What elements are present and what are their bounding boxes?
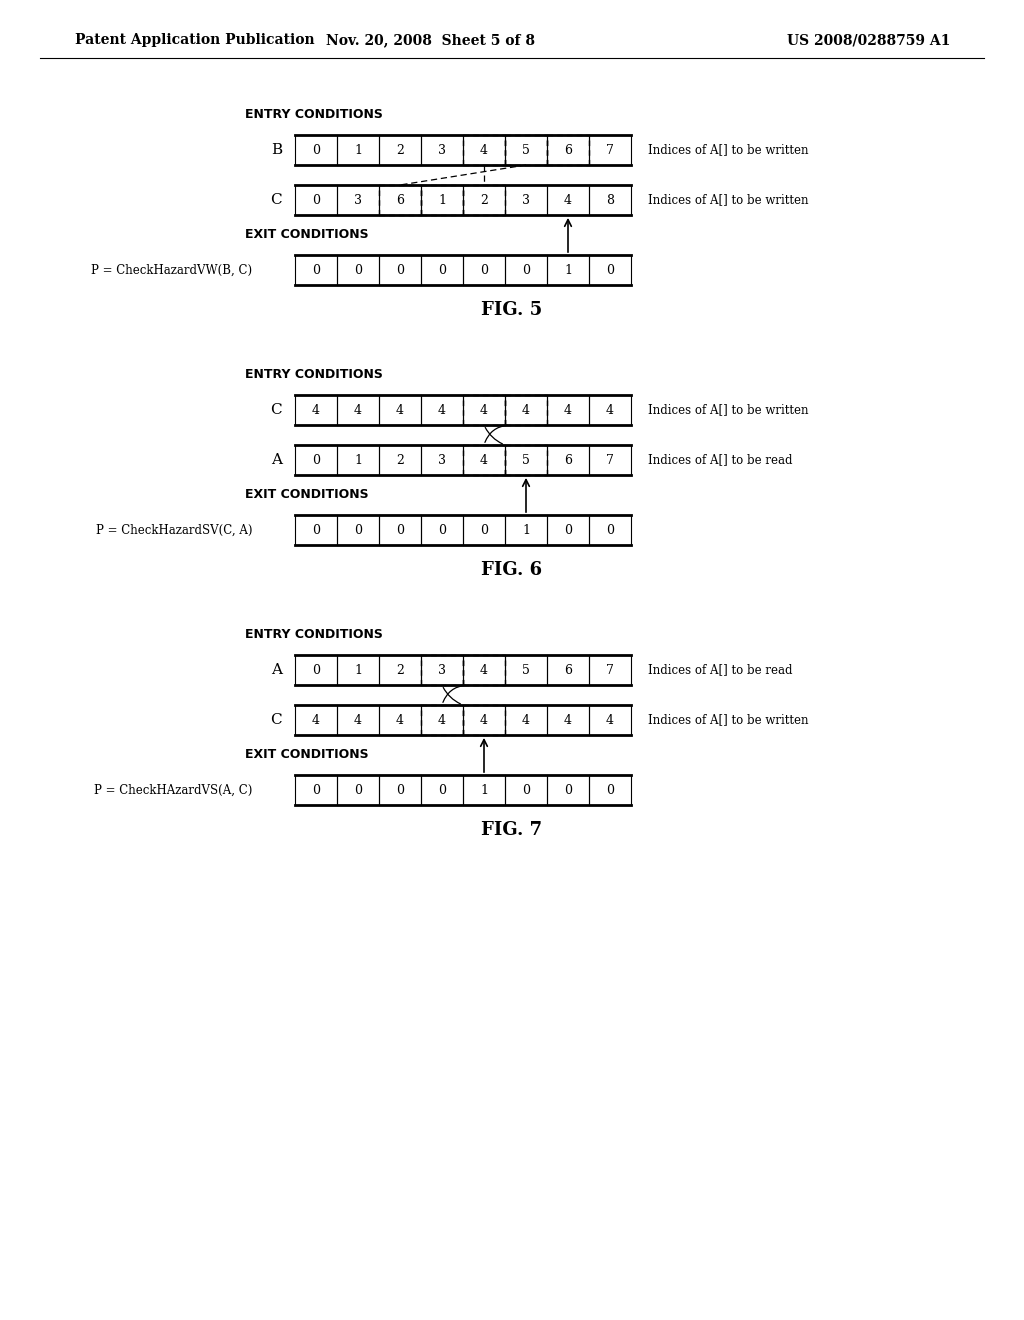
Text: 4: 4	[480, 144, 488, 157]
Text: 4: 4	[438, 714, 446, 726]
Text: EXIT CONDITIONS: EXIT CONDITIONS	[245, 488, 369, 502]
Text: US 2008/0288759 A1: US 2008/0288759 A1	[786, 33, 950, 48]
Text: 4: 4	[564, 194, 572, 206]
Text: 6: 6	[564, 144, 572, 157]
Text: 4: 4	[564, 714, 572, 726]
Text: 0: 0	[312, 454, 319, 466]
Text: 6: 6	[564, 454, 572, 466]
Text: 4: 4	[480, 714, 488, 726]
Text: 1: 1	[354, 454, 362, 466]
Text: 4: 4	[312, 404, 319, 417]
Text: 1: 1	[564, 264, 572, 276]
Text: 1: 1	[438, 194, 446, 206]
Text: Patent Application Publication: Patent Application Publication	[75, 33, 314, 48]
Text: 0: 0	[480, 524, 488, 536]
Text: 4: 4	[438, 404, 446, 417]
Text: EXIT CONDITIONS: EXIT CONDITIONS	[245, 748, 369, 762]
Text: 6: 6	[564, 664, 572, 676]
Text: 0: 0	[312, 664, 319, 676]
Text: 4: 4	[480, 454, 488, 466]
Text: 4: 4	[606, 714, 614, 726]
Text: 2: 2	[396, 664, 403, 676]
Text: 4: 4	[480, 404, 488, 417]
Text: 0: 0	[312, 194, 319, 206]
Text: FIG. 5: FIG. 5	[481, 301, 543, 319]
Text: 3: 3	[438, 454, 446, 466]
Text: 4: 4	[564, 404, 572, 417]
Text: 5: 5	[522, 144, 530, 157]
Text: ENTRY CONDITIONS: ENTRY CONDITIONS	[245, 628, 383, 642]
Text: FIG. 6: FIG. 6	[481, 561, 543, 579]
Text: A: A	[271, 663, 282, 677]
Text: 6: 6	[396, 194, 404, 206]
Text: Indices of A[] to be written: Indices of A[] to be written	[648, 714, 809, 726]
Text: 7: 7	[606, 664, 614, 676]
Text: 4: 4	[606, 404, 614, 417]
Text: 0: 0	[354, 264, 362, 276]
Text: 7: 7	[606, 454, 614, 466]
Text: Nov. 20, 2008  Sheet 5 of 8: Nov. 20, 2008 Sheet 5 of 8	[326, 33, 535, 48]
Text: P = CheckHazardVW(B, C): P = CheckHazardVW(B, C)	[91, 264, 252, 276]
Text: 4: 4	[522, 714, 530, 726]
Text: Indices of A[] to be read: Indices of A[] to be read	[648, 454, 793, 466]
Text: EXIT CONDITIONS: EXIT CONDITIONS	[245, 228, 369, 242]
Text: 0: 0	[480, 264, 488, 276]
Text: 0: 0	[438, 784, 446, 796]
Text: 0: 0	[522, 784, 530, 796]
Text: 1: 1	[354, 664, 362, 676]
Text: 0: 0	[606, 524, 614, 536]
Text: 3: 3	[438, 144, 446, 157]
Text: Indices of A[] to be read: Indices of A[] to be read	[648, 664, 793, 676]
Text: 0: 0	[354, 784, 362, 796]
Text: 0: 0	[438, 524, 446, 536]
Text: 4: 4	[354, 404, 362, 417]
Text: 0: 0	[312, 144, 319, 157]
Text: C: C	[270, 193, 282, 207]
Text: 0: 0	[522, 264, 530, 276]
Text: 4: 4	[396, 404, 404, 417]
Text: 0: 0	[396, 264, 404, 276]
Text: 8: 8	[606, 194, 614, 206]
Text: 4: 4	[396, 714, 404, 726]
Text: 0: 0	[312, 524, 319, 536]
Text: 0: 0	[354, 524, 362, 536]
Text: P = CheckHazardSV(C, A): P = CheckHazardSV(C, A)	[95, 524, 252, 536]
Text: 4: 4	[480, 664, 488, 676]
Text: 0: 0	[606, 784, 614, 796]
Text: Indices of A[] to be written: Indices of A[] to be written	[648, 144, 809, 157]
Text: 4: 4	[312, 714, 319, 726]
Text: 0: 0	[396, 784, 404, 796]
Text: 0: 0	[396, 524, 404, 536]
Text: 4: 4	[354, 714, 362, 726]
Text: 0: 0	[312, 784, 319, 796]
Text: 0: 0	[606, 264, 614, 276]
Text: 3: 3	[438, 664, 446, 676]
Text: 2: 2	[396, 454, 403, 466]
Text: 4: 4	[522, 404, 530, 417]
Text: 2: 2	[480, 194, 488, 206]
Text: 2: 2	[396, 144, 403, 157]
Text: 1: 1	[354, 144, 362, 157]
Text: 3: 3	[354, 194, 362, 206]
Text: 0: 0	[312, 264, 319, 276]
Text: ENTRY CONDITIONS: ENTRY CONDITIONS	[245, 368, 383, 381]
Text: 5: 5	[522, 664, 530, 676]
Text: 0: 0	[564, 784, 572, 796]
Text: 1: 1	[522, 524, 530, 536]
Text: A: A	[271, 453, 282, 467]
Text: 5: 5	[522, 454, 530, 466]
Text: 0: 0	[438, 264, 446, 276]
Text: FIG. 7: FIG. 7	[481, 821, 543, 840]
Text: 3: 3	[522, 194, 530, 206]
Text: C: C	[270, 713, 282, 727]
Text: P = CheckHAzardVS(A, C): P = CheckHAzardVS(A, C)	[93, 784, 252, 796]
Text: 0: 0	[564, 524, 572, 536]
Text: B: B	[271, 143, 282, 157]
Text: 7: 7	[606, 144, 614, 157]
Text: ENTRY CONDITIONS: ENTRY CONDITIONS	[245, 108, 383, 121]
Text: 1: 1	[480, 784, 488, 796]
Text: C: C	[270, 403, 282, 417]
Text: Indices of A[] to be written: Indices of A[] to be written	[648, 194, 809, 206]
Text: Indices of A[] to be written: Indices of A[] to be written	[648, 404, 809, 417]
